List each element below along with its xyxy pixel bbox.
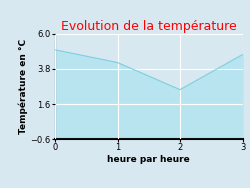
Title: Evolution de la température: Evolution de la température [61,20,236,33]
Y-axis label: Température en °C: Température en °C [18,39,28,134]
X-axis label: heure par heure: heure par heure [108,155,190,164]
